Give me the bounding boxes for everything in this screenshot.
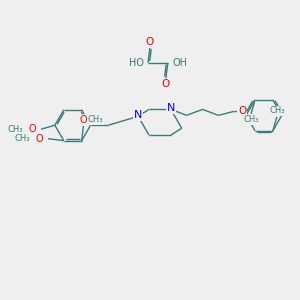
- Text: O: O: [80, 115, 87, 125]
- Text: CH₃: CH₃: [269, 106, 285, 116]
- Text: N: N: [167, 103, 175, 113]
- Text: OH: OH: [172, 58, 187, 68]
- Text: CH₃: CH₃: [243, 115, 259, 124]
- Text: O: O: [28, 124, 36, 134]
- Text: O: O: [146, 37, 154, 47]
- Text: HO: HO: [129, 58, 144, 68]
- Text: O: O: [162, 79, 170, 88]
- Text: O: O: [35, 134, 43, 144]
- Text: CH₃: CH₃: [88, 116, 103, 124]
- Text: CH₃: CH₃: [15, 134, 30, 143]
- Text: N: N: [134, 110, 142, 120]
- Text: CH₃: CH₃: [8, 125, 23, 134]
- Text: O: O: [238, 106, 246, 116]
